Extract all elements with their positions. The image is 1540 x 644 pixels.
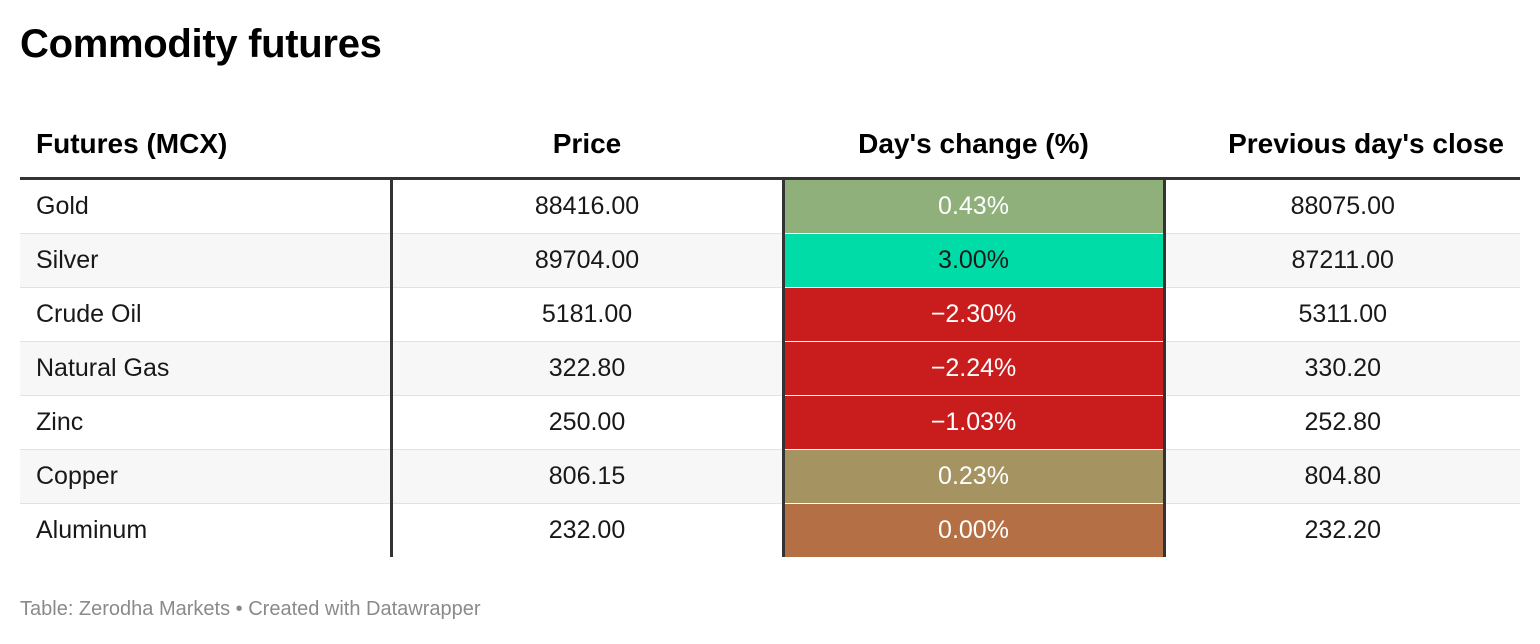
table-body: Gold 88416.00 0.43% 88075.00 Silver 89704.00 3… [20, 178, 1520, 557]
price-cell: 88416.00 [391, 178, 785, 234]
previous-close-cell: 804.80 [1164, 449, 1520, 504]
previous-close-cell: 88075.00 [1164, 178, 1520, 234]
commodity-table: Futures (MCX) Price Day's change (%) Pre… [20, 110, 1520, 557]
chart-title: Commodity futures [20, 22, 382, 66]
previous-close-cell: 232.20 [1304, 516, 1381, 544]
table-row: Aluminum 232.00 0.00% 232.20 [20, 503, 1520, 557]
price-cell: 5181.00 [391, 287, 785, 342]
column-header-previous-close[interactable]: Previous day's close [1164, 110, 1520, 180]
table-row: Copper 806.15 0.23% 804.80 [20, 449, 1520, 504]
commodity-name-cell: Crude Oil [20, 287, 393, 342]
table-row: Natural Gas 322.80 −2.24% 330.20 [20, 341, 1520, 396]
column-header-futures[interactable]: Futures (MCX) [20, 110, 391, 180]
column-header-days-change[interactable]: Day's change (%) [783, 110, 1164, 180]
previous-close-cell: 5311.00 [1164, 287, 1520, 342]
header-row: Futures (MCX) Price Day's change (%) Pre… [20, 110, 1520, 180]
price-cell: 250.00 [391, 395, 785, 450]
days-change-cell: −2.24% [783, 341, 1166, 396]
price-cell: 232.00 [391, 503, 785, 557]
days-change-cell: 0.43% [783, 178, 1166, 234]
price-cell: 322.80 [391, 341, 785, 396]
commodity-name-cell: Aluminum [20, 503, 393, 557]
table-row: Gold 88416.00 0.43% 88075.00 [20, 178, 1520, 234]
price-cell: 806.15 [391, 449, 785, 504]
table-row: Crude Oil 5181.00 −2.30% 5311.00 [20, 287, 1520, 342]
price-cell: 89704.00 [391, 233, 785, 288]
commodity-name-cell: Natural Gas [20, 341, 393, 396]
days-change-cell: −2.30% [783, 287, 1166, 342]
previous-close-cell: 330.20 [1164, 341, 1520, 396]
days-change-cell: 0.00% [783, 503, 1166, 557]
previous-close-cell: 87211.00 [1164, 233, 1520, 288]
table-header: Futures (MCX) Price Day's change (%) Pre… [20, 110, 1520, 180]
commodity-name-cell: Gold [20, 178, 393, 234]
days-change-cell: 3.00% [783, 233, 1166, 288]
source-footer: Table: Zerodha Markets • Created with Da… [20, 598, 481, 620]
commodity-name-cell: Copper [20, 449, 393, 504]
days-change-cell: −1.03% [783, 395, 1166, 450]
table-row: Zinc 250.00 −1.03% 252.80 [20, 395, 1520, 450]
days-change-cell: 0.23% [783, 449, 1166, 504]
previous-close-cell: 252.80 [1164, 395, 1520, 450]
commodity-name-cell: Silver [20, 233, 393, 288]
table-row: Silver 89704.00 3.00% 87211.00 [20, 233, 1520, 288]
commodity-name-cell: Zinc [20, 395, 393, 450]
column-header-price[interactable]: Price [391, 110, 783, 180]
